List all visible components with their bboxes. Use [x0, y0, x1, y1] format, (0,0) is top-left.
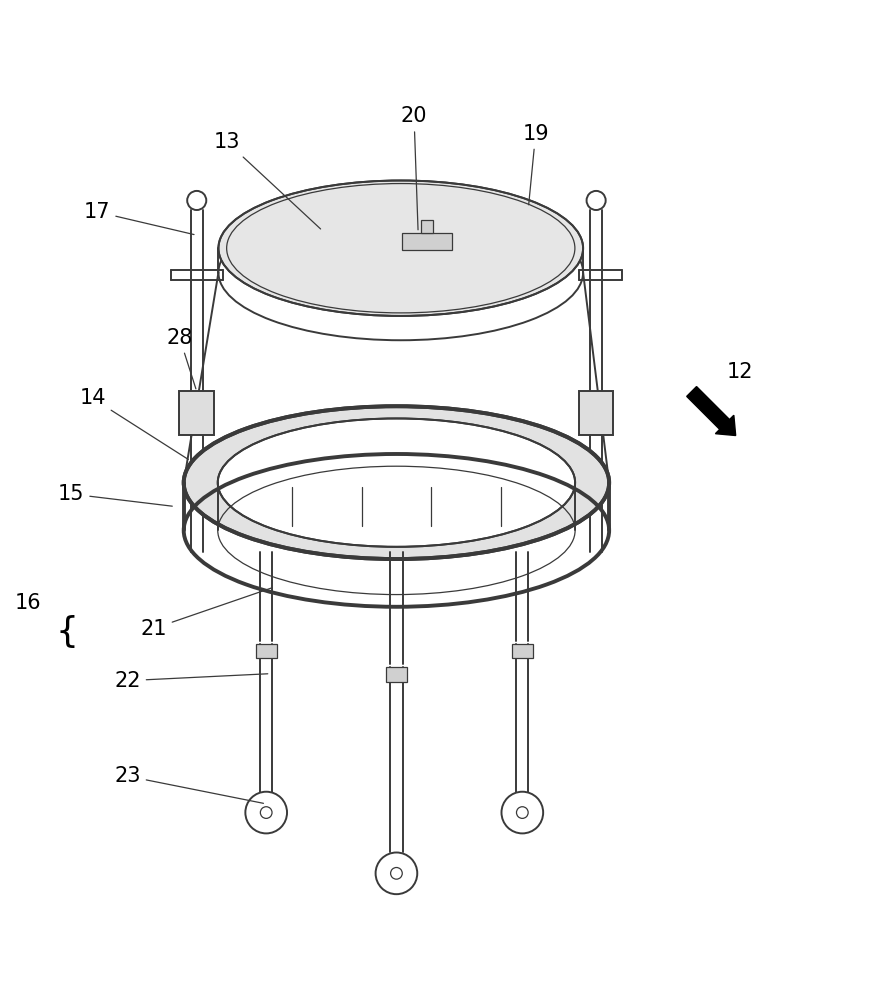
Bar	[402, 233, 452, 250]
Text: 16: 16	[15, 593, 41, 613]
Circle shape	[502, 792, 544, 833]
Bar	[421, 220, 433, 233]
Circle shape	[246, 792, 287, 833]
Text: 22: 22	[114, 671, 267, 691]
Bar	[512, 644, 533, 658]
Text: 17: 17	[84, 202, 194, 235]
Text: 23: 23	[114, 766, 263, 803]
Text: {: {	[55, 615, 78, 649]
Ellipse shape	[219, 180, 583, 316]
Circle shape	[187, 191, 206, 210]
Ellipse shape	[184, 406, 609, 559]
Text: 14: 14	[79, 388, 188, 459]
Bar	[256, 644, 277, 658]
Text: 20: 20	[401, 106, 428, 230]
Circle shape	[390, 868, 402, 879]
Circle shape	[517, 807, 528, 818]
Circle shape	[586, 191, 605, 210]
Text: 21: 21	[140, 588, 273, 639]
Ellipse shape	[218, 418, 575, 547]
Circle shape	[375, 852, 417, 894]
Text: 19: 19	[523, 124, 549, 205]
Text: 28: 28	[166, 328, 196, 389]
Bar	[578, 391, 613, 435]
Circle shape	[260, 807, 272, 818]
Text: 15: 15	[57, 484, 172, 506]
FancyArrow shape	[686, 387, 736, 436]
Text: 13: 13	[214, 132, 321, 229]
Bar	[386, 667, 407, 682]
Text: 12: 12	[726, 362, 753, 382]
Bar	[179, 391, 214, 435]
